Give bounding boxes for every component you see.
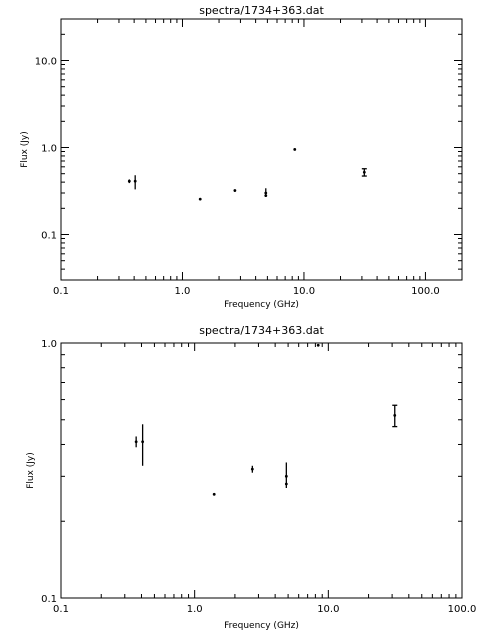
x-tick-label: 100.0 — [411, 286, 440, 297]
x-tick-label: 100.0 — [448, 604, 477, 615]
y-axis-label: Flux (Jy) — [26, 452, 36, 489]
chart-title: spectra/1734+363.dat — [199, 324, 324, 337]
data-point — [250, 467, 254, 471]
data-point — [284, 474, 288, 478]
x-tick-label: 10.0 — [293, 286, 315, 297]
data-point — [141, 440, 145, 444]
x-tick-label: 1.0 — [187, 604, 203, 615]
y-tick-label: 0.1 — [41, 231, 57, 242]
chart-2: 0.1 1.0 10.0 100.0 0.1 1.0 spectra/1734+363.da… — [26, 324, 476, 631]
data-point — [133, 179, 137, 183]
y-tick-label: 10.0 — [35, 57, 57, 68]
data-point — [393, 414, 397, 417]
y-axis-label: Flux (Jy) — [20, 131, 30, 168]
plot-frame — [60, 18, 463, 281]
data-point — [293, 148, 297, 151]
data-point — [362, 170, 366, 174]
x-axis-label: Frequency (GHz) — [224, 300, 299, 310]
data-point — [212, 492, 216, 496]
y-tick-label: 1.0 — [41, 339, 57, 350]
x-tick-label: 0.1 — [53, 604, 69, 615]
x-tick-label: 10.0 — [317, 604, 339, 615]
plot-frame — [60, 342, 463, 599]
y-tick-label: 0.1 — [41, 594, 57, 605]
data-point — [134, 440, 138, 444]
chart-title: spectra/1734+363.dat — [199, 4, 324, 17]
data-point — [264, 191, 268, 195]
y-tick-label: 1.0 — [41, 144, 57, 155]
data-point — [127, 179, 131, 183]
x-tick-label: 1.0 — [175, 286, 191, 297]
data-point — [198, 197, 202, 201]
data-point — [284, 482, 288, 486]
data-point — [316, 343, 320, 347]
chart-1: 0.1 1.0 10.0 100.0 0.1 1.0 10.0 spectra/1734+36… — [20, 4, 463, 310]
data-point — [264, 194, 268, 198]
x-tick-label: 0.1 — [53, 286, 69, 297]
data-point — [233, 189, 237, 192]
x-axis-label: Frequency (GHz) — [224, 621, 299, 631]
